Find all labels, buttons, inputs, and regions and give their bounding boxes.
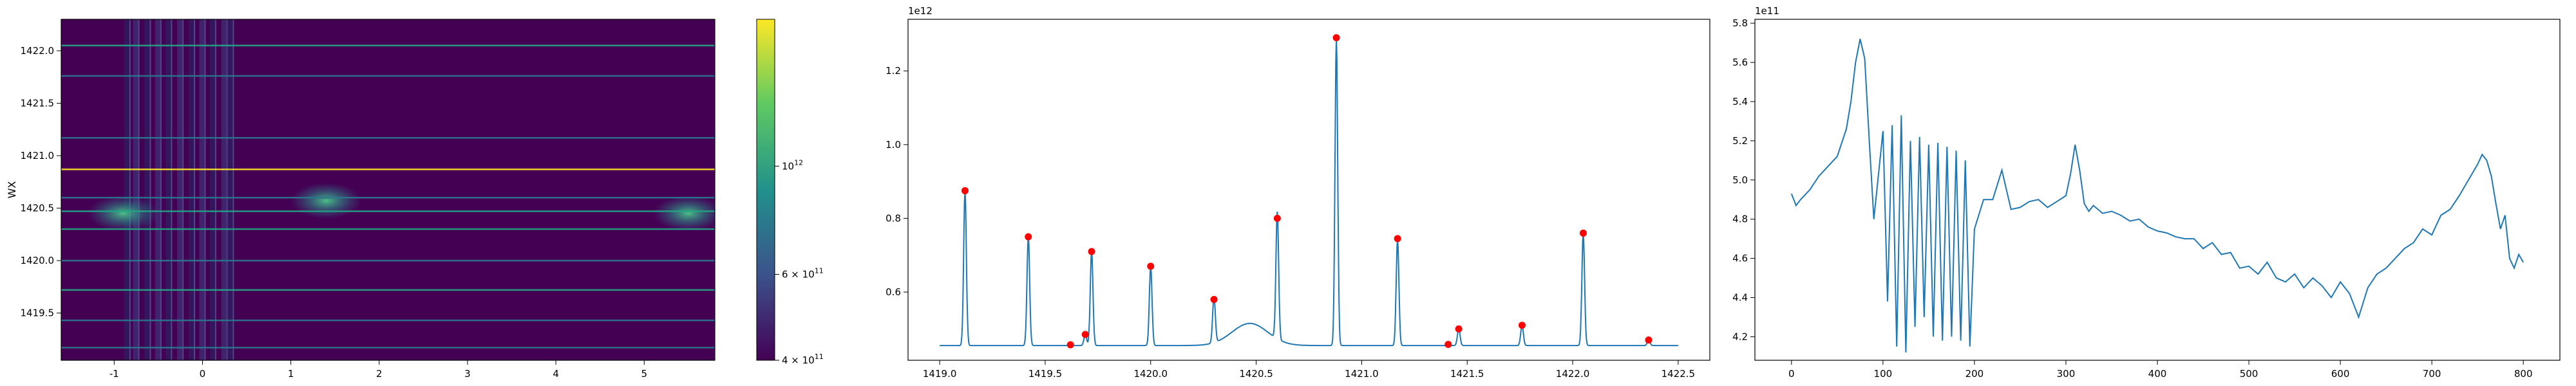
heatmap-y-tick-label: 1421.5	[21, 97, 55, 109]
heatmap-frame	[61, 19, 715, 361]
peaks-x-tick-label: 1420.0	[1134, 368, 1168, 380]
peak-marker	[961, 187, 969, 194]
series-y-tick-label: 5.6	[1732, 57, 1748, 68]
peak-marker	[1273, 214, 1281, 222]
peaks-x-tick-label: 1421.0	[1345, 368, 1379, 380]
series-axes: 0 100 200 300 400 500 600 700 800 4.2 4.4 4.6 4.8 5.0…	[1732, 17, 2532, 380]
peaks-x-tick-label: 1422.0	[1556, 368, 1590, 380]
colorbar-ticks: 4 × 1011 6 × 1011 1012	[775, 158, 824, 366]
peak-marker	[1147, 262, 1155, 270]
colorbar: 4 × 1011 6 × 1011 1012	[756, 19, 824, 366]
peak-marker	[1518, 322, 1526, 329]
heatmap-x-tick-label: 1	[288, 368, 294, 380]
heatmap-x-tick-label: 5	[641, 368, 647, 380]
heatmap-x-tick-label: 0	[200, 368, 206, 380]
series-y-tick-label: 5.0	[1732, 174, 1748, 186]
colorbar-gradient	[756, 19, 775, 361]
series-y-tick-label: 4.6	[1732, 253, 1748, 264]
heatmap-vertical-stripe	[124, 19, 131, 360]
heatmap-x-tick-label: 2	[376, 368, 383, 380]
heatmap-bright-spot	[88, 195, 159, 232]
heatmap-vertical-stripe	[227, 19, 234, 360]
heatmap-vertical-stripe	[209, 19, 216, 360]
series-plot-area	[1755, 19, 2560, 360]
heatmap-vertical-stripe	[155, 19, 162, 360]
heatmap-y-tick-label: 1420.5	[21, 203, 55, 214]
heatmap-bright-spot	[652, 195, 715, 232]
heatmap-y-tick-label: 1421.0	[21, 150, 55, 161]
series-x-tick-label: 500	[2240, 368, 2259, 380]
colorbar-tick-label: 4 × 1011	[782, 353, 824, 366]
heatmap-marks	[61, 19, 715, 360]
peaks-y-tick-label: 0.8	[886, 212, 901, 224]
colorbar-tick-label: 6 × 1011	[782, 266, 824, 280]
heatmap-y-axis-label: WX	[6, 181, 18, 199]
peak-marker	[1025, 233, 1032, 241]
heatmap-vertical-stripe	[144, 19, 151, 360]
peak-marker	[1394, 235, 1401, 243]
peaks-y-tick-label: 1.2	[886, 65, 901, 77]
heatmap-vertical-stripe	[133, 19, 140, 360]
series-y-tick-label: 4.4	[1732, 292, 1748, 304]
series-line	[1790, 39, 2524, 353]
series-y-tick-label: 4.8	[1732, 214, 1748, 225]
series-x-tick-label: 0	[1788, 368, 1795, 380]
peak-marker	[1088, 248, 1095, 255]
series-x-tick-label: 100	[1874, 368, 1893, 380]
series-x-tick-label: 300	[2057, 368, 2076, 380]
peak-marker	[1579, 229, 1587, 237]
heatmap-y-tick-label: 1422.0	[21, 45, 55, 57]
peak-marker	[1444, 340, 1452, 348]
heatmap-x-tick-label: -1	[109, 368, 119, 380]
peaks-x-tick-label: 1421.5	[1450, 368, 1484, 380]
peaks-offset-text: 1e12	[908, 5, 933, 17]
heatmap-panel: -1 0 1 2 3 4 5 1419.5 1420.0 1420.5 1421.0 1421.5 14…	[6, 19, 715, 380]
colorbar-tick-label: 1012	[782, 158, 803, 172]
peaks-y-tick-label: 0.6	[886, 286, 901, 298]
heatmap-x-tick-label: 3	[464, 368, 471, 380]
peak-marker	[1066, 341, 1074, 349]
peaks-x-tick-label: 1419.5	[1028, 368, 1063, 380]
series-x-tick-label: 400	[2148, 368, 2167, 380]
peaks-frame	[907, 19, 1710, 361]
heatmap-vertical-stripe	[199, 19, 206, 360]
heatmap-vertical-stripe	[189, 19, 195, 360]
peaks-panel: 1419.0 1419.5 1420.0 1420.5 1421.0 1421.5 1422…	[886, 5, 1710, 380]
series-x-tick-label: 600	[2331, 368, 2350, 380]
peak-marker	[1455, 325, 1463, 333]
series-y-tick-label: 5.2	[1732, 135, 1748, 147]
peaks-x-tick-label: 1420.5	[1239, 368, 1273, 380]
peaks-axes: 1419.0 1419.5 1420.0 1420.5 1421.0 1421.5 1422…	[886, 65, 1695, 380]
peak-marker	[1081, 331, 1089, 338]
peak-marker	[1645, 336, 1653, 344]
series-x-tick-label: 800	[2514, 368, 2533, 380]
peaks-y-tick-label: 1.0	[886, 139, 901, 151]
series-marks	[1790, 39, 2524, 353]
series-x-tick-label: 200	[1965, 368, 1984, 380]
series-panel: 0 100 200 300 400 500 600 700 800 4.2 4.4 4.6 4.8 5.0…	[1732, 5, 2561, 380]
heatmap-vertical-stripe	[177, 19, 184, 360]
heatmap-vertical-stripe	[166, 19, 173, 360]
heatmap-y-tick-label: 1419.5	[21, 308, 55, 319]
peaks-x-tick-label: 1419.0	[923, 368, 957, 380]
series-y-tick-label: 5.8	[1732, 17, 1748, 29]
peaks-series-line	[940, 37, 1678, 347]
heatmap-bright-spot	[290, 183, 362, 219]
heatmap-vertical-stripe	[221, 19, 228, 360]
series-y-tick-label: 4.2	[1732, 331, 1748, 342]
series-offset-text: 1e11	[1755, 5, 1779, 17]
peak-marker	[1332, 34, 1340, 42]
series-y-tick-label: 5.4	[1732, 96, 1748, 107]
peaks-x-tick-label: 1422.5	[1662, 368, 1696, 380]
peaks-marks	[940, 34, 1678, 349]
heatmap-x-tick-label: 4	[553, 368, 559, 380]
peak-marker	[1210, 295, 1218, 303]
heatmap-axes: -1 0 1 2 3 4 5 1419.5 1420.0 1420.5 1421.0 1421.5 14…	[21, 45, 648, 380]
series-x-tick-label: 700	[2423, 368, 2441, 380]
heatmap-y-tick-label: 1420.0	[21, 255, 55, 266]
peaks-plot-area	[908, 19, 1710, 360]
